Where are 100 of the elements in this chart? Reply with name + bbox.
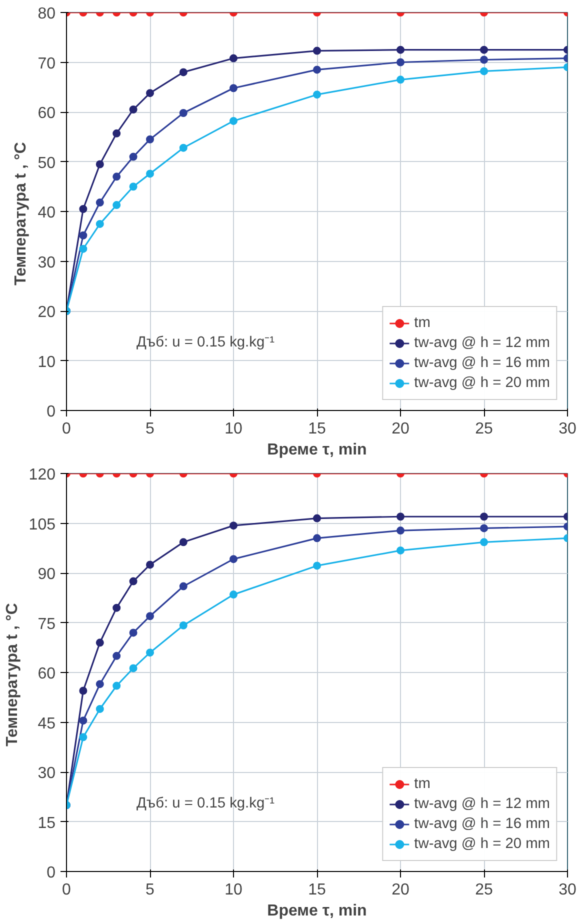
point	[313, 534, 321, 542]
x-tick-label: 15	[308, 420, 326, 438]
y-tick-label: 20	[38, 304, 56, 321]
point	[179, 538, 188, 546]
point	[79, 231, 88, 240]
y-axis-title: Температура t , °C	[4, 602, 21, 746]
point	[480, 56, 488, 64]
y-tick-label: 80	[38, 6, 56, 22]
point	[396, 46, 404, 54]
legend-label: tm	[414, 776, 432, 792]
y-axis-title: Температура t , °C	[12, 142, 30, 286]
y-tick-label: 50	[38, 154, 56, 172]
point	[112, 604, 121, 612]
legend-label: tw-avg @ h = 16 mm	[414, 816, 550, 832]
point	[129, 106, 138, 114]
y-tick-label: 70	[38, 55, 56, 72]
legend-label: tw-avg @ h = 20 mm	[414, 836, 550, 852]
y-tick-label: 60	[38, 666, 56, 682]
legend-label: tw-avg @ h = 12 mm	[414, 796, 550, 812]
point	[179, 68, 188, 76]
x-tick-label: 20	[392, 420, 410, 438]
y-tick-label: 75	[38, 616, 56, 633]
point	[96, 704, 104, 713]
point	[480, 538, 488, 546]
x-tick-label: 30	[558, 882, 576, 898]
point	[313, 90, 321, 99]
point	[79, 205, 88, 214]
y-tick-label: 30	[38, 254, 56, 272]
y-tick-label: 40	[38, 204, 56, 222]
point	[313, 562, 321, 570]
x-tick-label: 20	[392, 882, 410, 898]
point	[396, 512, 404, 521]
point	[230, 590, 238, 599]
point	[230, 555, 238, 564]
point	[146, 612, 154, 620]
point	[112, 201, 121, 210]
point	[96, 220, 104, 228]
x-tick-label: 0	[62, 882, 72, 898]
point	[129, 664, 138, 672]
x-tick-label: 0	[62, 420, 72, 438]
point	[480, 46, 488, 54]
point	[129, 628, 138, 637]
legend-label: tw-avg @ h = 20 mm	[414, 375, 550, 391]
x-axis-title: Време τ, min	[267, 442, 367, 458]
y-tick-label: 120	[28, 466, 56, 484]
x-tick-label: 25	[475, 420, 493, 438]
point	[129, 152, 138, 161]
point	[112, 652, 121, 660]
legend-label: tw-avg @ h = 16 mm	[414, 355, 550, 371]
point	[96, 680, 104, 688]
point	[112, 129, 121, 138]
point	[230, 54, 238, 62]
y-tick-label: 0	[46, 404, 56, 420]
y-tick-label: 45	[38, 715, 56, 732]
point	[396, 58, 404, 66]
point	[313, 514, 321, 522]
point	[313, 66, 321, 74]
annotation: Дъб: u = 0.15 kg.kg⁻¹	[136, 334, 275, 350]
point	[96, 160, 104, 168]
y-tick-label: 0	[46, 864, 56, 882]
point	[146, 648, 154, 657]
point	[396, 526, 404, 535]
x-tick-label: 30	[558, 420, 576, 438]
x-tick-label: 10	[224, 882, 242, 898]
x-tick-label: 5	[146, 882, 155, 898]
point	[179, 109, 188, 117]
point	[96, 638, 104, 647]
point	[129, 182, 138, 191]
point	[230, 116, 238, 125]
point	[146, 135, 154, 144]
point	[79, 686, 88, 695]
y-tick-label: 60	[38, 105, 56, 122]
x-axis-title: Време τ, min	[267, 902, 367, 920]
point	[396, 76, 404, 84]
legend-label: tw-avg @ h = 12 mm	[414, 335, 550, 351]
point	[112, 172, 121, 181]
point	[79, 244, 88, 253]
annotation: Дъб: u = 0.15 kg.kg⁻¹	[136, 796, 275, 812]
y-tick-label: 10	[38, 354, 56, 371]
point	[96, 198, 104, 207]
point	[230, 522, 238, 530]
point	[79, 733, 88, 742]
point	[179, 621, 188, 630]
legend-label: tm	[414, 315, 432, 331]
point	[480, 524, 488, 532]
point	[146, 170, 154, 178]
point	[79, 716, 88, 725]
x-tick-label: 10	[224, 420, 242, 438]
y-tick-label: 105	[28, 516, 56, 534]
y-tick-label: 30	[38, 765, 56, 782]
x-tick-label: 5	[146, 420, 155, 438]
point	[480, 67, 488, 76]
point	[146, 560, 154, 569]
point	[230, 84, 238, 92]
point	[480, 512, 488, 521]
point	[112, 682, 121, 690]
x-tick-label: 15	[308, 882, 326, 898]
point	[179, 144, 188, 152]
point	[179, 582, 188, 590]
point	[129, 577, 138, 586]
